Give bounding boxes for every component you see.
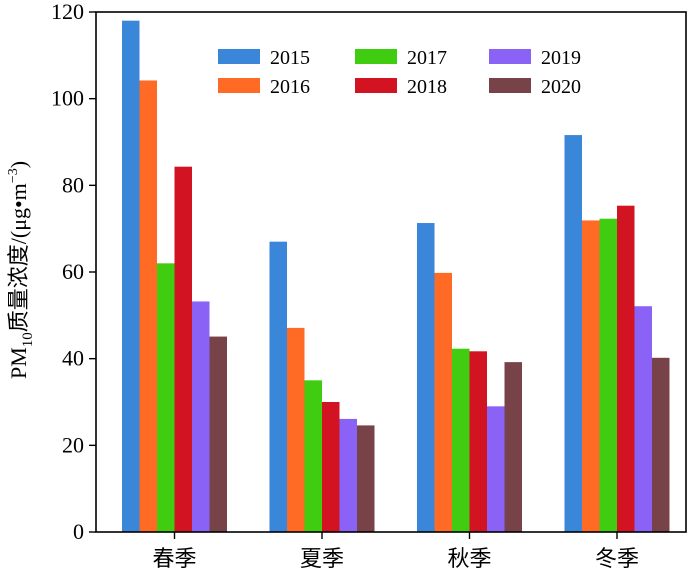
bar-2020-春季 bbox=[209, 336, 227, 532]
bar-2017-冬季 bbox=[599, 218, 617, 532]
legend-swatch-2018 bbox=[355, 78, 397, 93]
y-axis-title-superscript: −3 bbox=[6, 168, 21, 183]
legend-label-2016: 2016 bbox=[270, 76, 310, 98]
bars-group bbox=[122, 20, 670, 533]
x-category-label: 秋季 bbox=[447, 546, 491, 571]
bar-2019-春季 bbox=[192, 301, 210, 532]
bar-2017-夏季 bbox=[304, 380, 322, 532]
bar-2015-春季 bbox=[122, 20, 140, 532]
legend-label-2017: 2017 bbox=[407, 47, 447, 69]
y-axis-title-suffix: ) bbox=[6, 161, 31, 168]
bar-2016-冬季 bbox=[582, 220, 600, 532]
x-category-label: 夏季 bbox=[300, 546, 344, 571]
y-axis-title-main: 质量浓度/(μg•m bbox=[6, 183, 31, 332]
x-category-label: 春季 bbox=[152, 546, 196, 571]
bar-2018-秋季 bbox=[469, 351, 487, 532]
legend-label-2020: 2020 bbox=[541, 76, 581, 98]
bar-2018-夏季 bbox=[322, 402, 340, 532]
bar-2020-夏季 bbox=[357, 425, 375, 532]
bar-2015-秋季 bbox=[417, 223, 435, 532]
y-axis-title-prefix: PM bbox=[6, 347, 31, 379]
legend-label-2015: 2015 bbox=[270, 47, 310, 69]
y-tick-label: 120 bbox=[51, 0, 84, 24]
bar-2015-冬季 bbox=[564, 135, 582, 532]
bar-2019-冬季 bbox=[634, 306, 652, 532]
legend-swatch-2017 bbox=[355, 49, 397, 64]
bar-2020-秋季 bbox=[504, 362, 522, 532]
bar-2015-夏季 bbox=[269, 241, 287, 533]
legend-swatch-2020 bbox=[489, 78, 531, 93]
y-tick-label: 40 bbox=[62, 346, 84, 371]
x-category-label: 冬季 bbox=[595, 546, 639, 571]
bar-2016-春季 bbox=[139, 80, 157, 532]
bar-2017-春季 bbox=[157, 263, 175, 532]
legend-swatch-2016 bbox=[218, 78, 260, 93]
bar-2018-春季 bbox=[174, 166, 192, 532]
y-tick-label: 0 bbox=[73, 519, 84, 544]
y-axis-title: PM10质量浓度/(μg•m−3) bbox=[6, 161, 36, 379]
y-tick-label: 20 bbox=[62, 432, 84, 457]
legend-label-2018: 2018 bbox=[407, 76, 447, 98]
legend-swatch-2015 bbox=[218, 49, 260, 64]
legend: 2015 2016 2017 2018 2019 2020 bbox=[218, 47, 581, 98]
bar-2017-秋季 bbox=[452, 348, 470, 532]
legend-swatch-2019 bbox=[489, 49, 531, 64]
bar-2016-秋季 bbox=[434, 272, 452, 532]
y-tick-label: 100 bbox=[51, 86, 84, 111]
bar-2020-冬季 bbox=[652, 357, 670, 532]
bar-2019-夏季 bbox=[339, 418, 357, 532]
bar-2019-秋季 bbox=[487, 406, 505, 532]
bar-2018-冬季 bbox=[617, 205, 635, 532]
legend-label-2019: 2019 bbox=[541, 47, 581, 69]
y-tick-label: 60 bbox=[62, 259, 84, 284]
axes-group: 0 20 40 60 80 100 120 春季 夏季 秋季 冬季 bbox=[51, 0, 687, 571]
bar-2016-夏季 bbox=[287, 327, 305, 532]
y-tick-label: 80 bbox=[62, 172, 84, 197]
y-axis-title-subscript: 10 bbox=[20, 332, 36, 347]
